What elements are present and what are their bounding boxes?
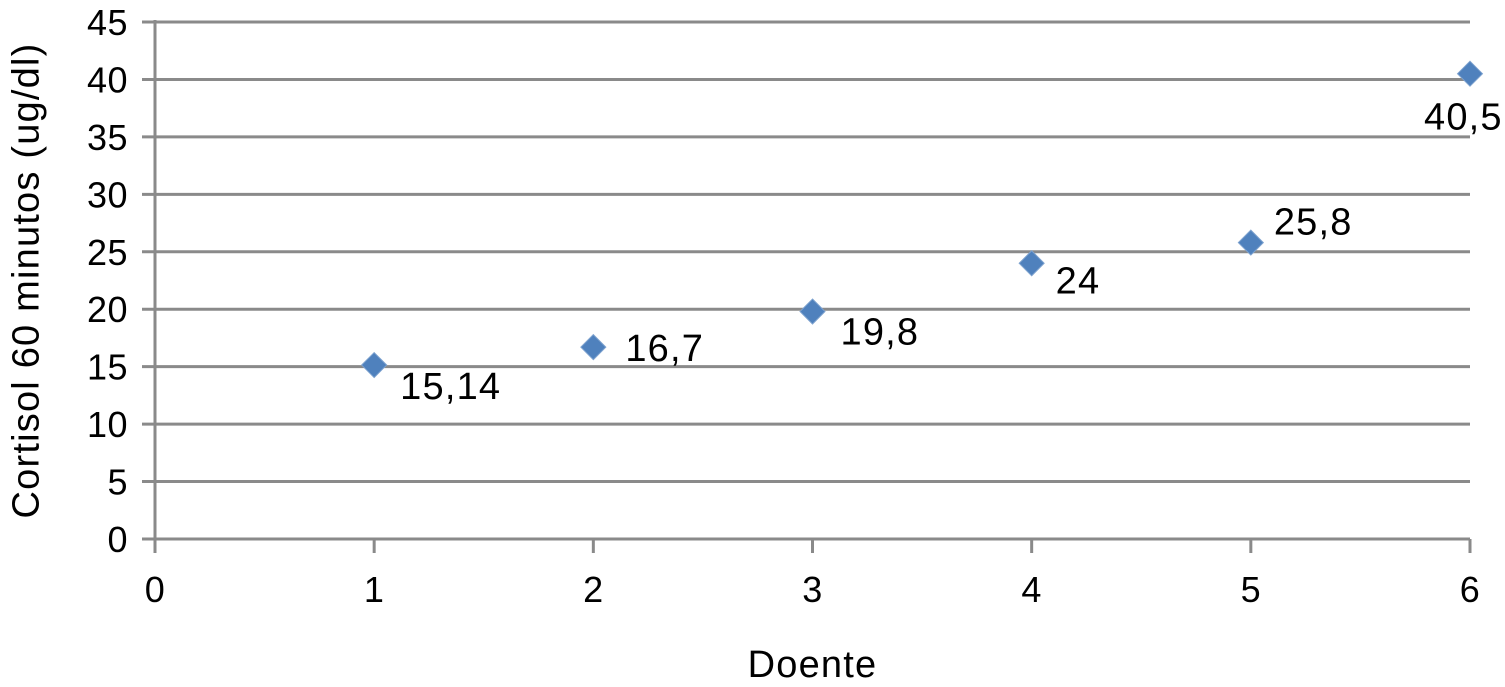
y-tick-label: 15 [87, 347, 128, 388]
data-point-marker [360, 351, 388, 379]
data-point-label: 15,14 [400, 366, 501, 408]
data-point-label: 24 [1056, 260, 1101, 302]
data-point-label: 19,8 [841, 312, 920, 354]
x-tick-label: 6 [1460, 569, 1481, 610]
data-point-marker [1018, 250, 1045, 277]
y-tick-label: 25 [87, 232, 128, 273]
y-tick-label: 5 [107, 462, 128, 503]
y-tick-label: 0 [107, 519, 128, 560]
x-tick-label: 3 [802, 569, 823, 610]
x-tick-label: 0 [145, 569, 166, 610]
y-tick-label: 30 [87, 174, 128, 215]
data-point-label: 25,8 [1274, 202, 1353, 244]
y-tick-label: 35 [87, 117, 128, 158]
y-tick-label: 40 [87, 59, 128, 100]
data-point-marker [799, 298, 826, 325]
data-point-marker [580, 333, 607, 361]
data-point-marker [1456, 60, 1484, 87]
x-tick-label: 4 [1021, 569, 1042, 610]
data-point-label: 40,5 [1424, 97, 1503, 139]
data-point-marker [1237, 229, 1265, 256]
x-tick-label: 5 [1241, 569, 1262, 610]
x-tick-label: 2 [583, 569, 604, 610]
y-tick-label: 10 [87, 404, 128, 445]
y-tick-label: 20 [87, 289, 128, 330]
y-tick-label: 45 [87, 2, 128, 43]
x-tick-label: 1 [364, 569, 385, 610]
data-point-label: 16,7 [625, 328, 704, 370]
